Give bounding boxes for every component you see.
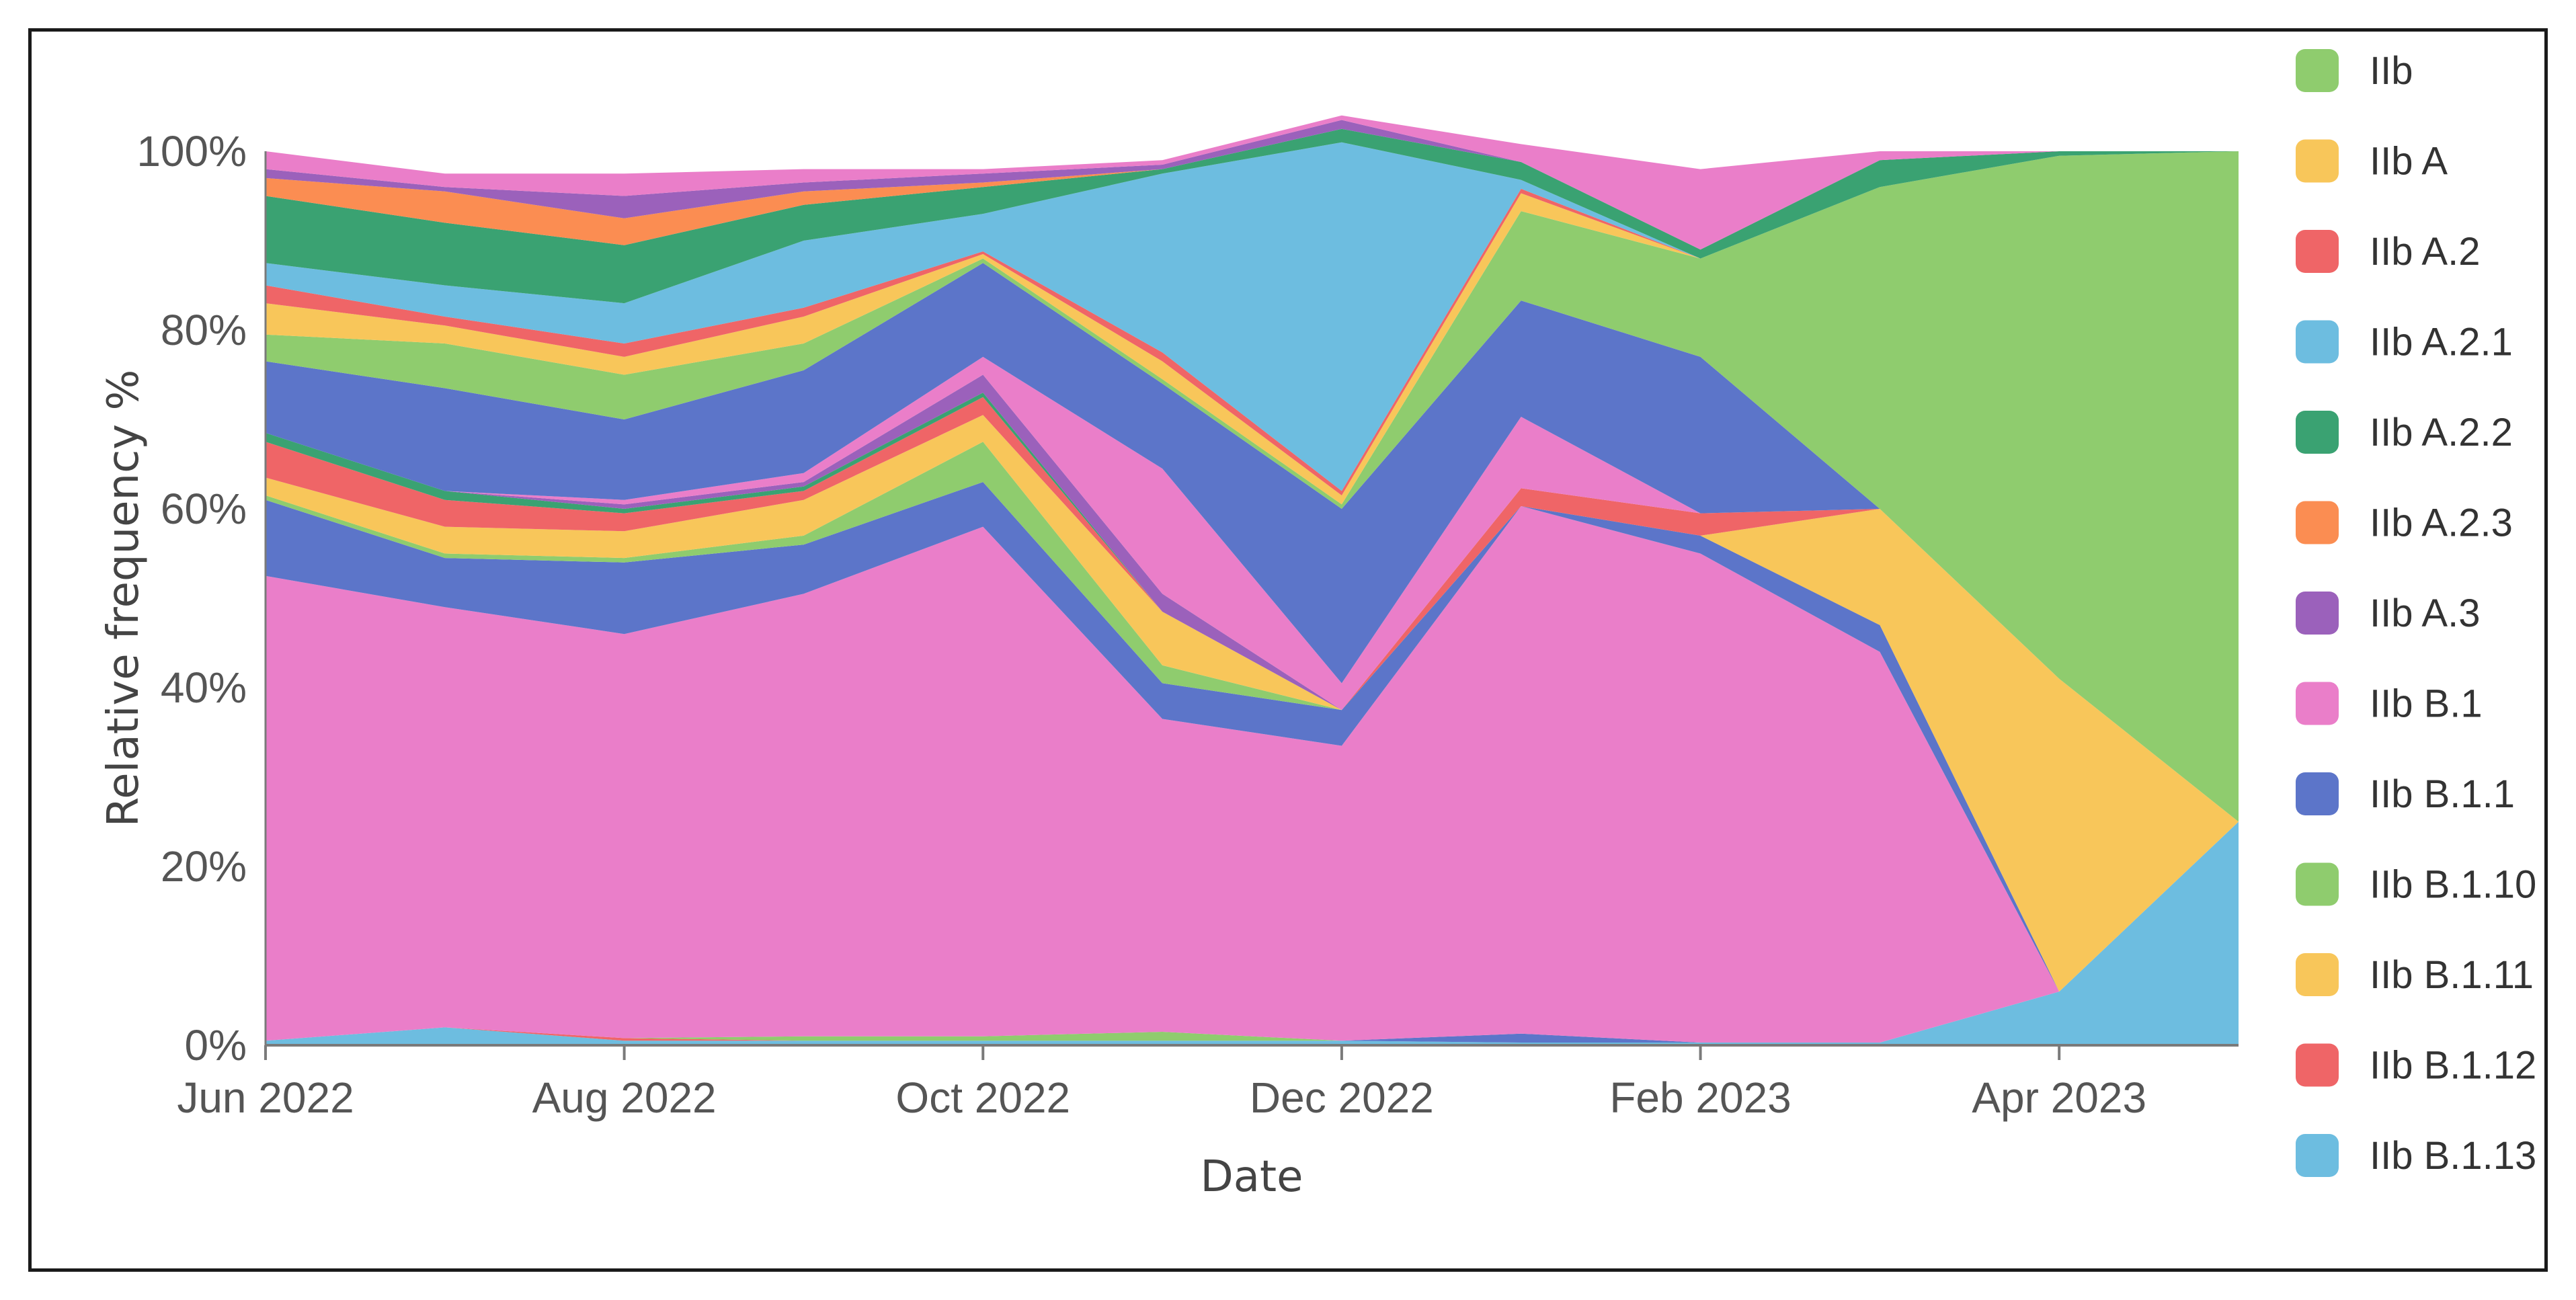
- legend-label: IIb B.1: [2370, 682, 2483, 726]
- area-iib-a-2-15: [266, 151, 2239, 495]
- y-tick-label: 60%: [161, 485, 247, 533]
- area-iib-a-2-1-16: [266, 142, 2239, 491]
- legend-label: IIb A.2.2: [2370, 411, 2513, 454]
- x-tick-labels: Jun 2022 Aug 2022 Oct 2022 Dec 2022 Feb 2023…: [177, 1045, 2146, 1122]
- axes: [264, 151, 2239, 1047]
- area-iib-b-1-11-7: [266, 415, 2239, 992]
- legend-item[interactable]: IIb A.2.1: [2296, 320, 2513, 364]
- legend-swatch: [2296, 592, 2339, 635]
- x-tick-label: Feb 2023: [1609, 1073, 1791, 1122]
- legend-label: IIb A.2.3: [2370, 501, 2513, 545]
- legend-item[interactable]: IIb A.2.3: [2296, 501, 2513, 545]
- legend-swatch: [2296, 501, 2339, 544]
- legend-item[interactable]: IIb: [2296, 49, 2413, 93]
- x-tick-label: Aug 2022: [532, 1073, 717, 1122]
- y-tick-label: 40%: [161, 663, 247, 712]
- legend-swatch: [2296, 411, 2339, 454]
- legend-item[interactable]: IIb B.1.1: [2296, 772, 2515, 816]
- legend-item[interactable]: IIb B.1.13: [2296, 1134, 2536, 1178]
- area-iib-b-1-1-12: [266, 263, 2239, 822]
- y-tick-label: 80%: [161, 306, 247, 354]
- legend-swatch: [2296, 682, 2339, 725]
- legend-swatch: [2296, 230, 2339, 273]
- area-iib-b-1-11: [266, 356, 2239, 822]
- legend-item[interactable]: IIb B.1.10: [2296, 862, 2536, 907]
- legend-item[interactable]: IIb A.2: [2296, 230, 2480, 274]
- legend-item[interactable]: IIb B.1: [2296, 682, 2483, 726]
- x-tick-label: Apr 2023: [1972, 1073, 2146, 1122]
- legend-swatch: [2296, 1134, 2339, 1177]
- area-iib-b-1-12-8: [266, 397, 2239, 822]
- area-iib-a-3-19: [266, 120, 2239, 250]
- legend-swatch: [2296, 772, 2339, 815]
- area-iib-b-1-20: [266, 115, 2239, 250]
- legend-swatch: [2296, 953, 2339, 996]
- legend: IIb IIb A IIb A.2 IIb A.2.1 IIb A.2.2 IIb A.2…: [2296, 49, 2536, 1178]
- legend-label: IIb B.1.11: [2370, 953, 2534, 997]
- legend-item[interactable]: IIb B.1.12: [2296, 1043, 2536, 1088]
- legend-label: IIb B.1.10: [2370, 863, 2536, 907]
- legend-swatch: [2296, 139, 2339, 183]
- area-iib-b-1-13-0: [266, 821, 2239, 1045]
- y-tick-label: 0%: [185, 1021, 247, 1069]
- y-tick-labels: 0% 20% 40% 60% 80% 100%: [136, 127, 247, 1069]
- legend-swatch: [2296, 862, 2339, 906]
- legend-item[interactable]: IIb B.1.11: [2296, 953, 2534, 997]
- x-axis-title: Date: [1201, 1152, 1303, 1202]
- y-axis-title: Relative frequency %: [99, 370, 149, 827]
- legend-label: IIb B.1.13: [2370, 1134, 2536, 1178]
- area-iib-a-2-2-17: [266, 128, 2239, 304]
- legend-swatch: [2296, 1043, 2339, 1087]
- x-tick-label: Dec 2022: [1250, 1073, 1434, 1122]
- legend-swatch: [2296, 320, 2339, 364]
- legend-item[interactable]: IIb A.2.2: [2296, 411, 2513, 454]
- legend-label: IIb A.3: [2370, 592, 2480, 635]
- area-iib-13: [266, 151, 2239, 822]
- legend-label: IIb: [2370, 49, 2413, 93]
- area-iib-b-1-4: [266, 506, 2239, 1043]
- y-tick-label: 100%: [136, 127, 247, 175]
- legend-label: IIb A: [2370, 140, 2448, 184]
- legend-label: IIb A.2.1: [2370, 321, 2513, 364]
- legend-item[interactable]: IIb A: [2296, 139, 2448, 184]
- legend-label: IIb A.2: [2370, 230, 2480, 274]
- legend-label: IIb B.1.1: [2370, 772, 2515, 816]
- legend-label: IIb B.1.12: [2370, 1044, 2536, 1088]
- legend-swatch: [2296, 49, 2339, 92]
- area-layers: [266, 115, 2239, 1045]
- x-tick-label: Oct 2022: [895, 1073, 1070, 1122]
- area-iib-a-14: [266, 151, 2239, 505]
- legend-item[interactable]: IIb A.3: [2296, 592, 2480, 635]
- x-tick-label: Jun 2022: [177, 1073, 354, 1122]
- y-tick-label: 20%: [161, 842, 247, 891]
